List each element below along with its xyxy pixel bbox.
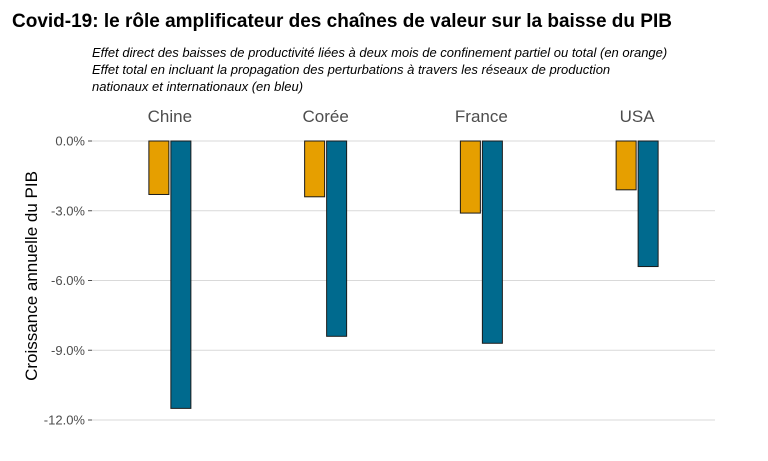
chart-subtitle-line-1: Effet direct des baisses de productivité…	[92, 45, 667, 60]
y-tick-label: -6.0%	[51, 273, 85, 288]
y-axis-ticks: 0.0% -3.0% -6.0% -9.0% -12.0%	[44, 134, 92, 428]
y-axis-label: Croissance annuelle du PIB	[22, 171, 41, 381]
bar-chine-direct	[148, 140, 170, 195]
y-tick-label: -12.0%	[44, 413, 86, 428]
bar-france-total	[481, 140, 503, 344]
y-tick-label: -9.0%	[51, 343, 85, 358]
facet-label-france: France	[455, 107, 508, 126]
chart-subtitle-line-3: nationaux et internationaux (en bleu)	[92, 79, 303, 94]
facet-label-chine: Chine	[148, 107, 192, 126]
y-tick-label: -3.0%	[51, 203, 85, 218]
bar-usa-total	[637, 140, 659, 268]
bar-corée-total	[326, 140, 348, 337]
bars	[148, 140, 659, 409]
chart-title: Covid-19: le rôle amplificateur des chaî…	[12, 11, 672, 32]
bar-corée-direct	[304, 140, 326, 198]
facet-labels: Chine Corée France USA	[148, 107, 656, 126]
chart-subtitle-line-2: Effet total en incluant la propagation d…	[92, 62, 610, 77]
gridlines	[92, 140, 715, 421]
bar-chine-total	[170, 140, 192, 409]
bar-france-direct	[459, 140, 481, 214]
bar-usa-direct	[615, 140, 637, 191]
y-tick-label: 0.0%	[55, 134, 85, 149]
facet-label-corée: Corée	[302, 107, 348, 126]
facet-label-usa: USA	[620, 107, 656, 126]
